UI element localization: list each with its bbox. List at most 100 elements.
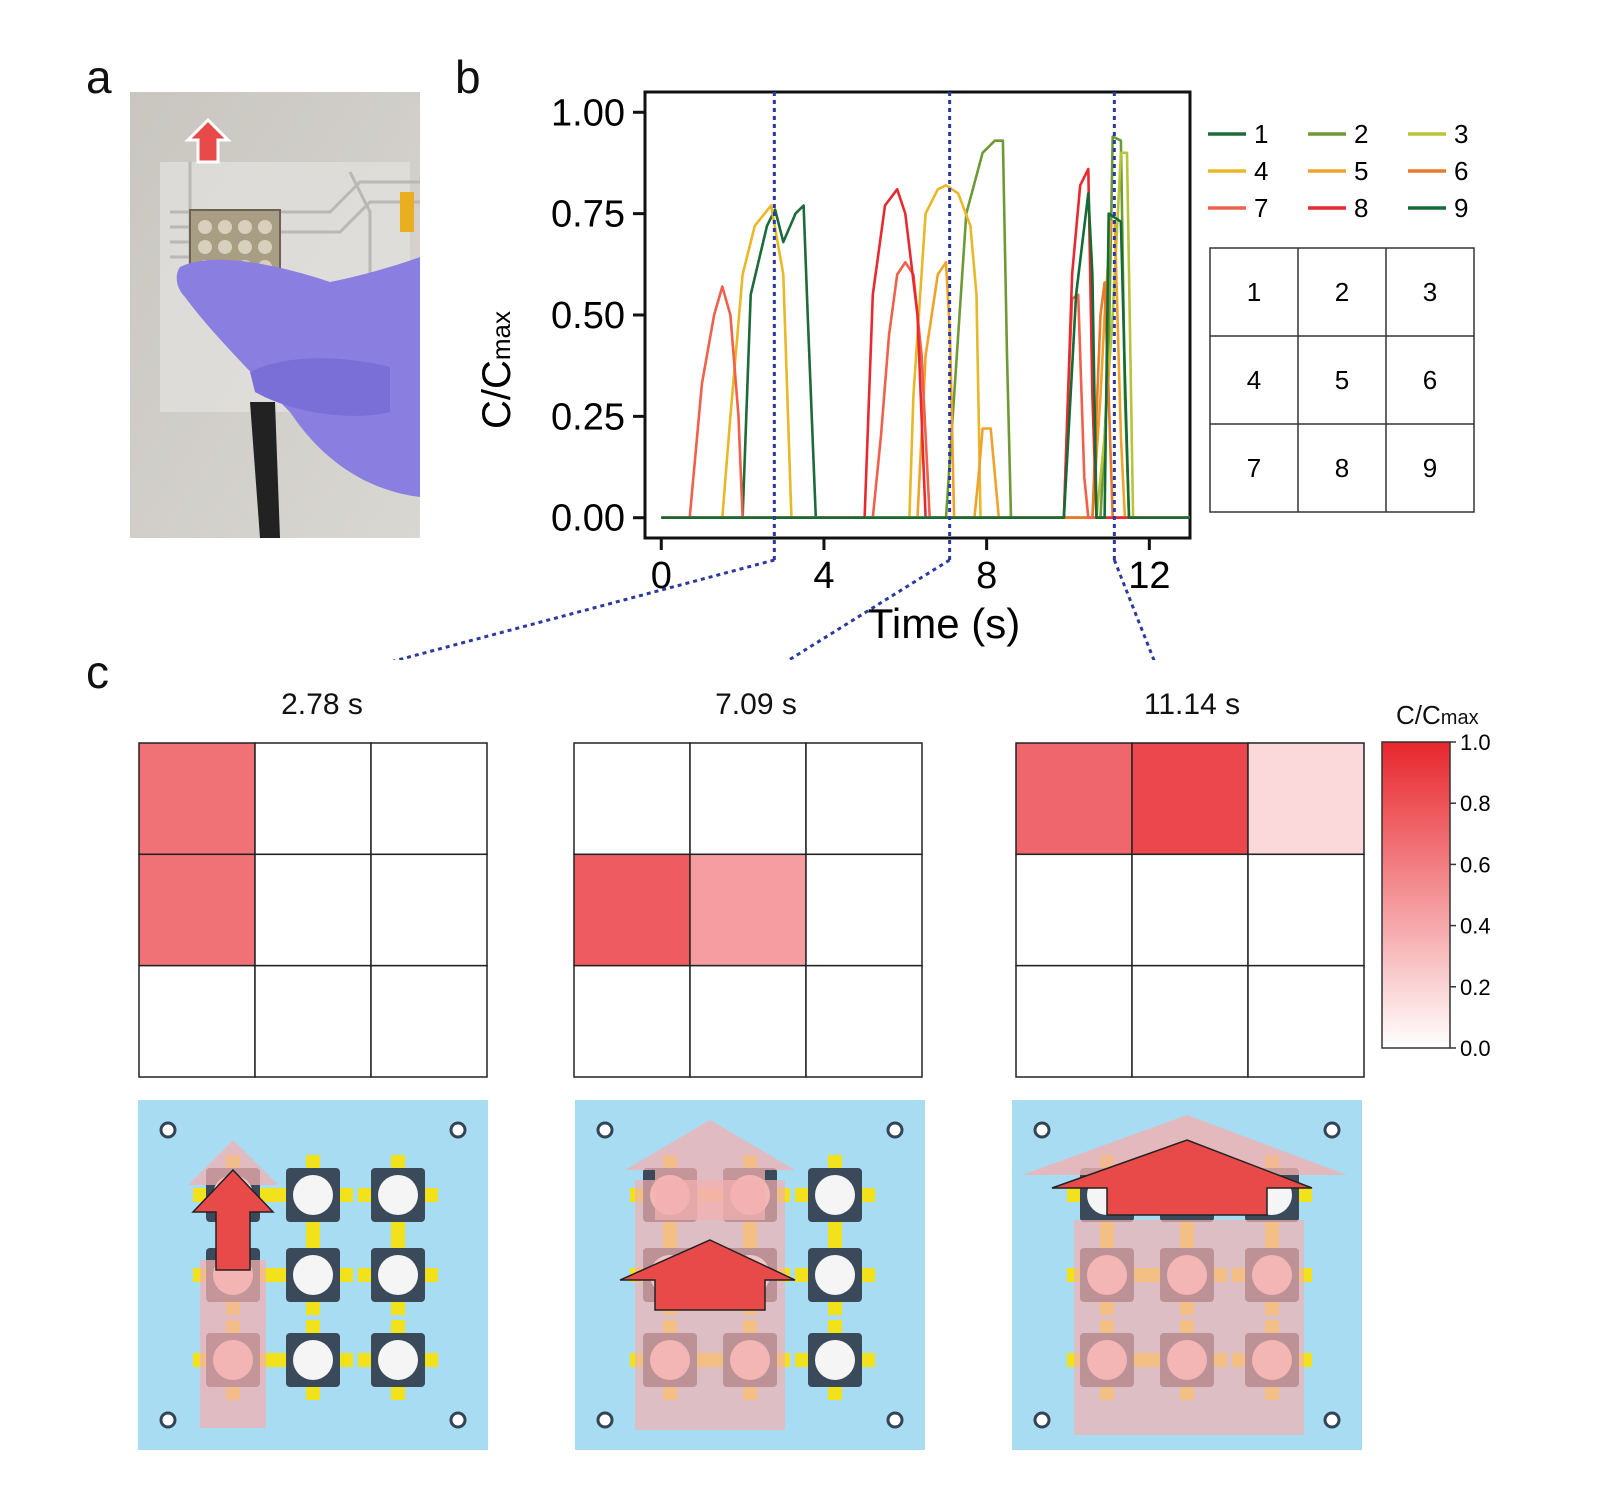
heatmap-cell-8 bbox=[254, 964, 372, 1078]
schematic-7-09s bbox=[575, 1100, 925, 1450]
colorbar-title-text: C/Cmax bbox=[1396, 700, 1479, 730]
mounting-hole bbox=[1323, 1121, 1341, 1139]
heatmap-cell-9 bbox=[1247, 964, 1365, 1078]
sensor-dome bbox=[293, 1340, 333, 1380]
schematic-2-78s bbox=[138, 1100, 488, 1450]
swipe-arrow bbox=[191, 1168, 275, 1271]
colorbar-tick-label: 0.4 bbox=[1460, 914, 1491, 939]
mounting-hole bbox=[1033, 1411, 1051, 1429]
legend-label-8: 8 bbox=[1354, 193, 1368, 223]
sensor-dome bbox=[815, 1340, 855, 1380]
sensor-dome bbox=[815, 1255, 855, 1295]
heatmap-cell-2 bbox=[689, 742, 807, 856]
capacitance-chart: 0 4 8 120.000.250.500.751.00 C/Cmax Time (s… bbox=[391, 90, 1475, 660]
heatmap-cell-8 bbox=[1131, 964, 1249, 1078]
sensor-layout-cell-3: 3 bbox=[1423, 277, 1437, 307]
mounting-hole bbox=[1323, 1411, 1341, 1429]
sensor-dome bbox=[815, 1175, 855, 1215]
heatmap-cell-2 bbox=[1131, 742, 1249, 856]
heatmap-cell-3 bbox=[370, 742, 488, 856]
y-tick-label: 1.00 bbox=[551, 92, 625, 134]
swipe-arrow bbox=[1051, 1139, 1313, 1216]
sensor-layout-cell-2: 2 bbox=[1335, 277, 1349, 307]
time-marker-connector bbox=[786, 558, 951, 660]
mounting-hole bbox=[886, 1411, 904, 1429]
legend-label-5: 5 bbox=[1354, 156, 1368, 186]
x-axis-label: Time (s) bbox=[868, 600, 1020, 647]
series-line-4 bbox=[661, 184, 1190, 519]
series-line-7 bbox=[661, 261, 1190, 519]
heatmap-cell-3 bbox=[1247, 742, 1365, 856]
sensor-dome bbox=[293, 1255, 333, 1295]
heatmap-11-14s bbox=[1015, 742, 1365, 1078]
heatmap-cell-6 bbox=[805, 853, 923, 967]
series-line-1 bbox=[661, 204, 1190, 519]
snapshot-time-1: 2.78 s bbox=[281, 688, 363, 721]
sensor-layout-cell-1: 1 bbox=[1247, 277, 1261, 307]
series-line-9 bbox=[661, 192, 1190, 519]
heatmap-cell-6 bbox=[1247, 853, 1365, 967]
y-tick-label: 0.75 bbox=[551, 194, 625, 236]
heatmap-cell-1 bbox=[1015, 742, 1133, 856]
time-marker-connector bbox=[391, 558, 775, 660]
sensor-layout-cell-4: 4 bbox=[1247, 365, 1261, 395]
mounting-hole bbox=[449, 1121, 467, 1139]
mounting-hole bbox=[1033, 1121, 1051, 1139]
heatmap-cell-4 bbox=[138, 853, 256, 967]
legend-label-2: 2 bbox=[1354, 119, 1368, 149]
snapshot-time-3: 11.14 s bbox=[1143, 688, 1241, 721]
heatmap-cell-1 bbox=[573, 742, 691, 856]
panel-label-a: a bbox=[86, 51, 112, 103]
legend-label-6: 6 bbox=[1454, 156, 1468, 186]
colorbar-gradient bbox=[1381, 741, 1451, 1049]
heatmap-cell-7 bbox=[573, 964, 691, 1078]
x-tick-label: 0 bbox=[651, 555, 672, 597]
schematic-11-14s bbox=[1012, 1100, 1362, 1450]
heatmap-cell-7 bbox=[1015, 964, 1133, 1078]
legend-label-9: 9 bbox=[1454, 193, 1468, 223]
heatmap-cell-9 bbox=[805, 964, 923, 1078]
sensor-layout-cell-5: 5 bbox=[1335, 365, 1349, 395]
heatmap-cell-7 bbox=[138, 964, 256, 1078]
sensor-layout-cell-8: 8 bbox=[1335, 453, 1349, 483]
colorbar-tick-label: 0.8 bbox=[1460, 791, 1491, 816]
series-line-3 bbox=[661, 151, 1190, 519]
heatmap-cell-6 bbox=[370, 853, 488, 967]
heatmap-cell-2 bbox=[254, 742, 372, 856]
heatmap-cell-4 bbox=[573, 853, 691, 967]
sensor-photo bbox=[130, 92, 420, 538]
sensor-layout-cell-6: 6 bbox=[1423, 365, 1437, 395]
mounting-hole bbox=[449, 1411, 467, 1429]
colorbar-tick-label: 0.2 bbox=[1460, 975, 1491, 1000]
sensor-dome bbox=[293, 1175, 333, 1215]
y-axis-label-main: C/C bbox=[475, 360, 519, 429]
heatmap-cell-3 bbox=[805, 742, 923, 856]
x-tick-label: 4 bbox=[813, 555, 834, 597]
swipe-arrow bbox=[619, 1239, 796, 1311]
heatmap-cell-5 bbox=[1131, 853, 1249, 967]
sensor-layout-grid bbox=[1209, 247, 1475, 513]
y-axis-label: C/Cmax bbox=[475, 311, 519, 429]
x-tick-label: 12 bbox=[1128, 555, 1170, 597]
panel-label-c: c bbox=[86, 646, 109, 698]
trail-highlight bbox=[200, 1260, 266, 1428]
mounting-hole bbox=[596, 1411, 614, 1429]
mounting-hole bbox=[159, 1121, 177, 1139]
heatmap-cell-8 bbox=[689, 964, 807, 1078]
colorbar: 1.0 0.8 0.6 0.4 0.2 0.0 bbox=[1381, 730, 1491, 1061]
legend-label-1: 1 bbox=[1254, 119, 1268, 149]
heatmap-cell-5 bbox=[254, 853, 372, 967]
heatmap-7-09s bbox=[573, 742, 923, 1078]
sensor-layout-cell-9: 9 bbox=[1423, 453, 1437, 483]
heatmap-cell-1 bbox=[138, 742, 256, 856]
heatmap-cell-5 bbox=[689, 853, 807, 967]
panel-label-b: b bbox=[455, 51, 481, 103]
mounting-hole bbox=[886, 1121, 904, 1139]
sensor-dome bbox=[378, 1340, 418, 1380]
sensor-dome bbox=[378, 1175, 418, 1215]
snapshot-time-2: 7.09 s bbox=[715, 688, 797, 721]
heatmap-2-78s bbox=[138, 742, 488, 1078]
colorbar-tick-label: 0.0 bbox=[1460, 1036, 1491, 1061]
heatmap-cell-9 bbox=[370, 964, 488, 1078]
sensor-dome bbox=[378, 1255, 418, 1295]
